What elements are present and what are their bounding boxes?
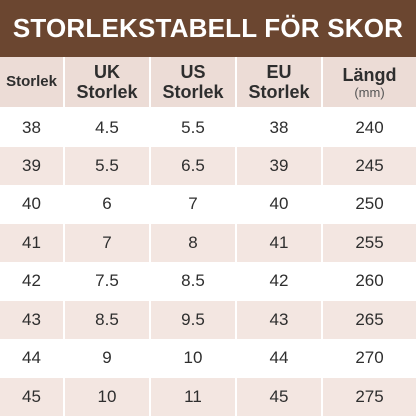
table-row: 42 7.5 8.5 42 260 bbox=[0, 262, 416, 301]
table-cell: 42 bbox=[235, 262, 323, 301]
title-bar: STORLEKSTABELL FÖR SKOR bbox=[0, 0, 416, 57]
table-cell: 9.5 bbox=[149, 300, 237, 339]
column-header-us: US Storlek bbox=[149, 57, 237, 109]
table-cell: 40 bbox=[235, 185, 323, 224]
table-cell: 245 bbox=[321, 146, 416, 185]
column-header-length: Längd (mm) bbox=[321, 57, 416, 109]
column-header-storlek: Storlek bbox=[0, 57, 65, 109]
column-header-eu: EU Storlek bbox=[235, 57, 323, 109]
table-cell: 5.5 bbox=[149, 108, 237, 147]
table-cell: 43 bbox=[0, 300, 65, 339]
table-cell: 38 bbox=[235, 108, 323, 147]
column-header-label: US bbox=[180, 62, 206, 82]
table-cell: 39 bbox=[0, 146, 65, 185]
column-header-label: EU bbox=[266, 62, 292, 82]
table-cell: 45 bbox=[235, 377, 323, 416]
table-row: 41 7 8 41 255 bbox=[0, 223, 416, 262]
table-cell: 10 bbox=[149, 339, 237, 378]
table-cell: 8 bbox=[149, 223, 237, 262]
table-cell: 260 bbox=[321, 262, 416, 301]
table-cell: 10 bbox=[63, 377, 151, 416]
column-header-label: Storlek bbox=[6, 73, 57, 90]
column-header-label: Storlek bbox=[162, 82, 224, 102]
table-row: 39 5.5 6.5 39 245 bbox=[0, 146, 416, 185]
size-table: Storlek UK Storlek US Storlek EU Storlek… bbox=[0, 57, 416, 416]
column-header-unit: (mm) bbox=[354, 84, 385, 100]
column-header-label: Längd bbox=[342, 64, 397, 85]
table-cell: 6.5 bbox=[149, 146, 237, 185]
table-cell: 7 bbox=[63, 223, 151, 262]
table-row: 38 4.5 5.5 38 240 bbox=[0, 108, 416, 147]
table-cell: 5.5 bbox=[63, 146, 151, 185]
table-cell: 40 bbox=[0, 185, 65, 224]
table-row: 45 10 11 45 275 bbox=[0, 377, 416, 416]
table-cell: 9 bbox=[63, 339, 151, 378]
table-cell: 43 bbox=[235, 300, 323, 339]
table-cell: 38 bbox=[0, 108, 65, 147]
column-header-label: Storlek bbox=[76, 82, 138, 102]
table-cell: 42 bbox=[0, 262, 65, 301]
table-cell: 4.5 bbox=[63, 108, 151, 147]
table-row: 44 9 10 44 270 bbox=[0, 339, 416, 378]
table-cell: 255 bbox=[321, 223, 416, 262]
table-cell: 270 bbox=[321, 339, 416, 378]
table-cell: 250 bbox=[321, 185, 416, 224]
table-cell: 8.5 bbox=[149, 262, 237, 301]
table-cell: 8.5 bbox=[63, 300, 151, 339]
page-title: STORLEKSTABELL FÖR SKOR bbox=[12, 13, 404, 43]
table-cell: 265 bbox=[321, 300, 416, 339]
table-cell: 7.5 bbox=[63, 262, 151, 301]
table-cell: 45 bbox=[0, 377, 65, 416]
table-cell: 44 bbox=[0, 339, 65, 378]
table-cell: 41 bbox=[0, 223, 65, 262]
table-cell: 39 bbox=[235, 146, 323, 185]
column-header-label: Storlek bbox=[248, 82, 310, 102]
table-cell: 44 bbox=[235, 339, 323, 378]
table-cell: 6 bbox=[63, 185, 151, 224]
table-cell: 11 bbox=[149, 377, 237, 416]
table-header-row: Storlek UK Storlek US Storlek EU Storlek… bbox=[0, 57, 416, 109]
column-header-label: UK bbox=[94, 62, 120, 82]
column-header-uk: UK Storlek bbox=[63, 57, 151, 109]
table-cell: 240 bbox=[321, 108, 416, 147]
table-row: 40 6 7 40 250 bbox=[0, 185, 416, 224]
table-cell: 41 bbox=[235, 223, 323, 262]
table-cell: 7 bbox=[149, 185, 237, 224]
table-cell: 275 bbox=[321, 377, 416, 416]
table-row: 43 8.5 9.5 43 265 bbox=[0, 300, 416, 339]
